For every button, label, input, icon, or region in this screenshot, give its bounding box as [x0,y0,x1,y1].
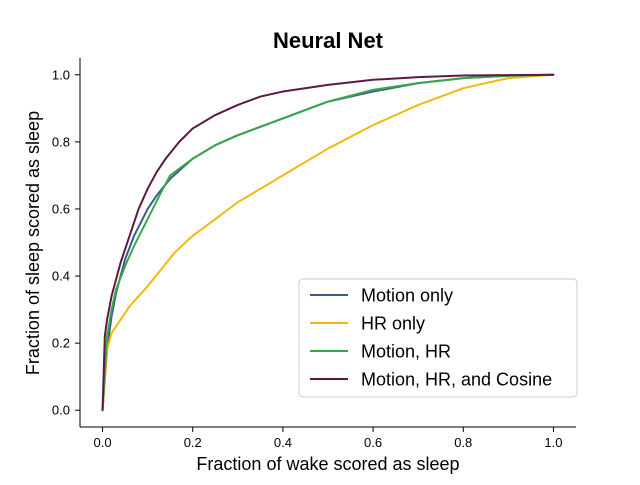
y-tick-label: 0.0 [52,403,70,418]
y-tick-label: 0.6 [52,201,70,216]
legend-label-motion-only: Motion only [361,286,453,306]
y-tick-label: 1.0 [52,67,70,82]
legend-box [298,278,578,398]
x-tick-label: 0.0 [94,435,112,450]
x-tick-label: 1.0 [544,435,562,450]
x-tick-label: 0.8 [454,435,472,450]
y-axis-label: Fraction of sleep scored as sleep [23,111,43,375]
y-tick-label: 0.4 [52,269,70,284]
legend-label-motion-hr: Motion, HR [361,342,451,362]
y-ticks: 0.0 0.2 0.4 0.6 0.8 1.0 [52,67,80,418]
axes [79,58,576,428]
series-line-hr-only [101,73,555,412]
y-tick-label: 0.2 [52,336,70,351]
series-line-motion-hr-and-cosine [101,73,555,412]
x-ticks: 0.0 0.2 0.4 0.6 0.8 1.0 [94,427,562,450]
x-tick-label: 0.2 [184,435,202,450]
legend-label-hr-only: HR only [361,314,425,334]
x-axis-label: Fraction of wake scored as sleep [196,454,459,474]
chart-title: Neural Net [273,28,384,53]
x-tick-label: 0.6 [364,435,382,450]
legend-label-motion-hr-and-cosine: Motion, HR, and Cosine [361,370,552,390]
legend: Motion only HR only Motion, HR Motion, HR, … [298,278,578,398]
x-tick-label: 0.4 [274,435,292,450]
y-tick-label: 0.8 [52,134,70,149]
series-lines [101,73,555,412]
series-line-motion-hr [101,73,555,412]
